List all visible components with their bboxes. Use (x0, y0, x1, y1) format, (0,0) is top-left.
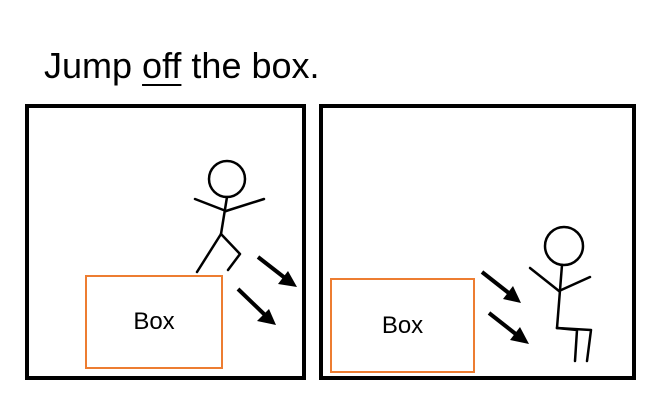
figure-left-arm (528, 266, 561, 293)
figure-left-arm (193, 197, 228, 213)
box: Box (330, 278, 475, 373)
box-label: Box (381, 311, 424, 339)
instruction-title: Jump off the box. (44, 44, 320, 88)
panel-before-jump: Box (25, 104, 306, 380)
stick-figure-jumping (193, 159, 266, 274)
figure-left-leg (195, 232, 223, 274)
title-text-before: Jump (44, 45, 143, 86)
motion-arrow-lower (236, 287, 276, 325)
figure-body (219, 195, 229, 236)
figure-right-leg (555, 326, 593, 363)
motion-arrow-upper (480, 270, 521, 303)
figure-head (543, 225, 585, 267)
title-emphasis-word: off (142, 45, 182, 86)
figure-body (555, 263, 564, 330)
figure-left-leg (555, 326, 579, 363)
figure-head (207, 159, 247, 199)
figure-right-arm (557, 275, 592, 293)
box-label: Box (133, 308, 175, 335)
landed-figure-drawing (480, 225, 593, 363)
box: Box (85, 275, 223, 369)
stick-figure-landed (528, 225, 593, 363)
title-text-after: the box. (181, 45, 320, 86)
panel-after-jump: Box (319, 104, 636, 380)
figure-right-arm (224, 197, 266, 213)
motion-arrow-lower (487, 311, 529, 344)
motion-arrow-upper (256, 255, 297, 287)
figure-right-leg (219, 232, 242, 272)
jumping-figure-drawing (193, 159, 297, 325)
